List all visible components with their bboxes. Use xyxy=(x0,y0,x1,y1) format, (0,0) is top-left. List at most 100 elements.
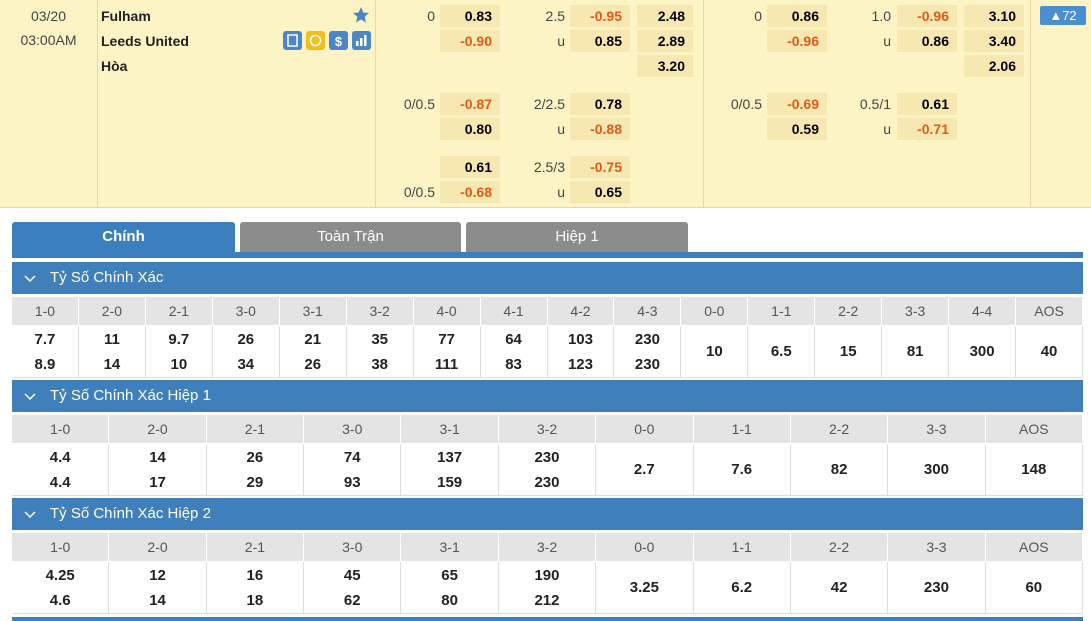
score-odds[interactable]: 60 xyxy=(1025,579,1043,596)
ou-odds[interactable]: -0.96 xyxy=(897,5,957,27)
score-odds[interactable]: 29 xyxy=(246,474,264,491)
more-markets[interactable]: ▲72 xyxy=(1040,6,1086,25)
score-odds[interactable]: 190 xyxy=(534,567,560,584)
section-header[interactable]: Tỷ Số Chính Xác Hiệp 2 xyxy=(12,498,1083,530)
hcap-odds[interactable]: -0.96 xyxy=(767,30,827,52)
ou-odds[interactable]: 0.65 xyxy=(570,181,630,203)
more-count[interactable]: 72 xyxy=(1062,8,1077,23)
score-odds[interactable]: 10 xyxy=(706,343,723,360)
score-odds[interactable]: 103 xyxy=(567,331,593,348)
score-odds[interactable]: 11 xyxy=(103,331,120,348)
section-title[interactable]: Tỷ Số Chính Xác xyxy=(50,269,164,286)
score-odds[interactable]: 62 xyxy=(343,592,361,609)
tab[interactable]: Toàn Trận xyxy=(240,222,461,252)
hcap-odds[interactable]: 0.80 xyxy=(440,118,500,140)
score-odds[interactable]: 7.7 xyxy=(34,331,56,348)
score-odds[interactable]: 2.7 xyxy=(633,461,655,478)
ou-odds[interactable]: 0.78 xyxy=(570,93,630,115)
score-odds[interactable]: 4.4 xyxy=(49,449,71,466)
chevron[interactable] xyxy=(24,393,36,401)
score-odds[interactable]: 16 xyxy=(246,567,264,584)
ou-odds[interactable]: -0.88 xyxy=(570,118,630,140)
score-odds[interactable]: 38 xyxy=(371,356,388,373)
score-odds[interactable]: 64 xyxy=(505,331,522,348)
hcap-odds[interactable]: -0.87 xyxy=(440,93,500,115)
score-odds[interactable]: 83 xyxy=(505,356,522,373)
score-odds[interactable]: 14 xyxy=(103,356,121,373)
hcap-odds[interactable]: 0.83 xyxy=(440,5,500,27)
hcap-odds[interactable]: 0.61 xyxy=(440,156,500,178)
1x2-odds[interactable]: 3.10 xyxy=(964,5,1024,27)
ou-odds[interactable]: -0.95 xyxy=(570,5,630,27)
score-odds[interactable]: 137 xyxy=(437,449,463,466)
score-odds[interactable]: 300 xyxy=(969,343,995,360)
score-odds[interactable]: 4.6 xyxy=(49,592,71,609)
score-odds[interactable]: 80 xyxy=(441,592,458,609)
ou-odds[interactable]: 0.61 xyxy=(897,93,957,115)
score-odds[interactable]: 12 xyxy=(149,567,166,584)
score-odds[interactable]: 10 xyxy=(170,356,188,373)
score-odds[interactable]: 4.25 xyxy=(45,567,75,584)
score-odds[interactable]: 4.4 xyxy=(49,474,71,491)
score-odds[interactable]: 26 xyxy=(246,449,264,466)
section-header[interactable]: Tỷ Số Chính Xác xyxy=(12,262,1083,294)
score-odds[interactable]: 111 xyxy=(434,356,459,373)
score-odds[interactable]: 6.5 xyxy=(770,343,792,360)
hcap-odds[interactable]: 0.86 xyxy=(767,5,827,27)
ou-odds[interactable]: -0.71 xyxy=(897,118,957,140)
tab[interactable]: Hiệp 1 xyxy=(466,222,688,252)
tab[interactable]: Chính xyxy=(12,222,235,252)
1x2-odds[interactable]: 3.40 xyxy=(964,30,1024,52)
section-title[interactable]: Tỷ Số Chính Xác Hiệp 2 xyxy=(50,505,211,522)
score-odds[interactable]: 230 xyxy=(634,356,660,373)
hcap-odds[interactable]: 0.59 xyxy=(767,118,827,140)
score-odds[interactable]: 77 xyxy=(438,331,455,348)
ou-odds[interactable]: 0.86 xyxy=(897,30,957,52)
chevron[interactable] xyxy=(24,275,36,283)
score-odds[interactable]: 123 xyxy=(567,356,593,373)
score-odds[interactable]: 74 xyxy=(343,449,361,466)
score-odds[interactable]: 148 xyxy=(1021,461,1047,478)
1x2-odds[interactable]: 2.89 xyxy=(637,30,693,52)
score-odds[interactable]: 230 xyxy=(923,579,949,596)
score-odds[interactable]: 26 xyxy=(304,356,322,373)
ou-odds[interactable]: 0.85 xyxy=(570,30,630,52)
score-odds[interactable]: 212 xyxy=(534,592,560,609)
score-odds[interactable]: 15 xyxy=(839,343,857,360)
score-odds[interactable]: 300 xyxy=(923,461,949,478)
score-odds[interactable]: 3.25 xyxy=(629,579,659,596)
1x2-odds[interactable]: 2.06 xyxy=(964,55,1024,77)
score-odds[interactable]: 7.6 xyxy=(731,461,753,478)
score-odds[interactable]: 21 xyxy=(304,331,322,348)
score-odds[interactable]: 65 xyxy=(441,567,458,584)
score-odds[interactable]: 93 xyxy=(343,474,361,491)
score-odds[interactable]: 26 xyxy=(237,331,255,348)
score-odds[interactable]: 45 xyxy=(343,567,361,584)
section-title[interactable]: Tỷ Số Chính Xác Hiệp 1 xyxy=(50,387,211,404)
score-odds[interactable]: 42 xyxy=(830,579,848,596)
score-odds[interactable]: 81 xyxy=(906,343,924,360)
score-odds[interactable]: 159 xyxy=(437,474,463,491)
score-odds[interactable]: 82 xyxy=(830,461,848,478)
score-odds[interactable]: 17 xyxy=(149,474,166,491)
hcap-odds[interactable]: -0.69 xyxy=(767,93,827,115)
score-odds[interactable]: 14 xyxy=(149,449,166,466)
score-odds[interactable]: 230 xyxy=(634,331,660,348)
hcap-odds[interactable]: -0.68 xyxy=(440,181,500,203)
1x2-odds[interactable]: 2.48 xyxy=(637,5,693,27)
chevron[interactable] xyxy=(24,511,36,519)
score-odds[interactable]: 9.7 xyxy=(168,331,190,348)
score-odds[interactable]: 230 xyxy=(534,449,560,466)
score-odds[interactable]: 230 xyxy=(534,474,560,491)
section-header[interactable]: Tỷ Số Chính Xác Hiệp 1 xyxy=(12,380,1083,412)
score-odds[interactable]: 14 xyxy=(149,592,166,609)
ou-odds[interactable]: -0.75 xyxy=(570,156,630,178)
score-odds[interactable]: 34 xyxy=(237,356,255,373)
1x2-odds[interactable]: 3.20 xyxy=(637,55,693,77)
score-odds[interactable]: 6.2 xyxy=(731,579,753,596)
match-icons[interactable]: $ xyxy=(283,31,373,51)
favorite-star[interactable] xyxy=(352,6,370,24)
score-odds[interactable]: 40 xyxy=(1040,343,1058,360)
score-odds[interactable]: 8.9 xyxy=(34,356,56,373)
score-odds[interactable]: 35 xyxy=(371,331,388,348)
